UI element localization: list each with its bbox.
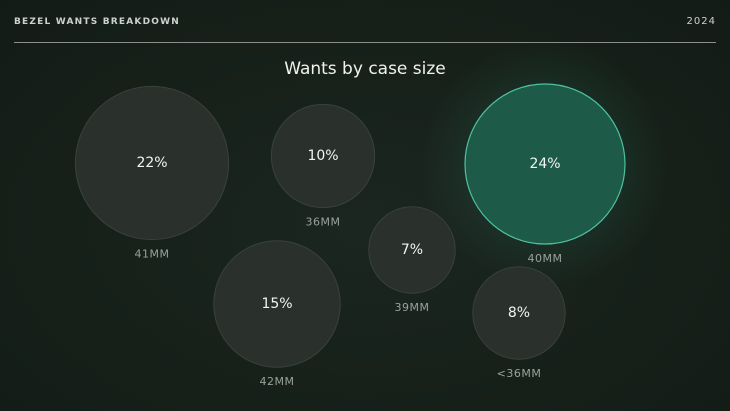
- bubble-value-40mm: 24%: [529, 156, 560, 172]
- chart-title: Wants by case size: [284, 59, 446, 79]
- header-brand: BEZEL WANTS BREAKDOWN: [14, 17, 180, 27]
- bubble-39mm: [368, 206, 456, 294]
- bubble-label-41mm: 41MM: [135, 248, 170, 261]
- bubble-label-36mm: 36MM: [306, 216, 341, 229]
- bubble-36mm: [270, 103, 376, 209]
- bubble-value-42mm: 15%: [261, 296, 292, 312]
- header-year: 2024: [686, 16, 716, 27]
- bubble-label-42mm: 42MM: [260, 375, 295, 388]
- header-bar: BEZEL WANTS BREAKDOWN 2024: [14, 0, 716, 43]
- bubble-value-39mm: 7%: [401, 242, 423, 258]
- bubble-label-36mm: <36MM: [497, 367, 542, 380]
- bubble-value-36mm: 10%: [307, 148, 338, 164]
- bubble-36mm: [472, 266, 566, 360]
- bubble-42mm: [213, 240, 341, 368]
- bubble-value-36mm: 8%: [508, 305, 530, 321]
- bubble-value-41mm: 22%: [136, 155, 167, 171]
- bubble-label-40mm: 40MM: [528, 252, 563, 265]
- bubble-41mm: [74, 85, 230, 241]
- bubble-40mm: [464, 83, 626, 245]
- bubble-label-39mm: 39MM: [395, 301, 430, 314]
